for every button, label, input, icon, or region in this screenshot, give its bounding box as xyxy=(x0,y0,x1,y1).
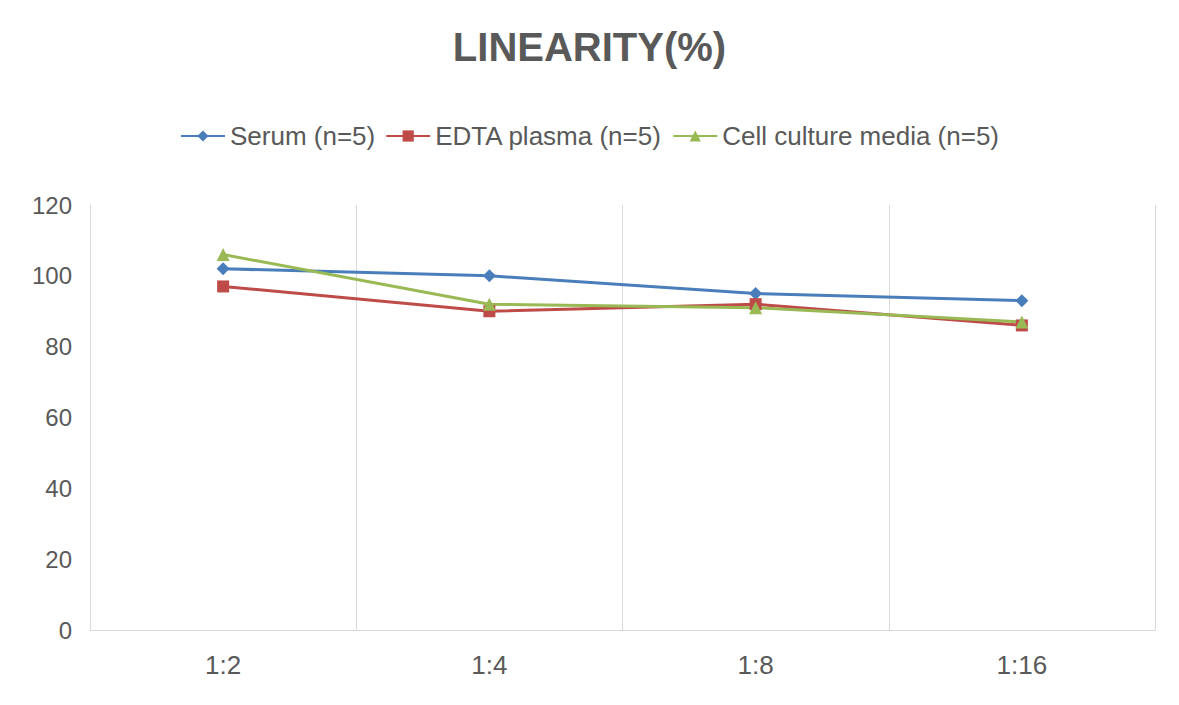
svg-text:80: 80 xyxy=(45,333,72,360)
svg-text:1:4: 1:4 xyxy=(471,650,507,680)
svg-text:60: 60 xyxy=(45,404,72,431)
svg-text:LINEARITY(%): LINEARITY(%) xyxy=(453,25,726,69)
svg-text:1:2: 1:2 xyxy=(205,650,241,680)
svg-text:1:8: 1:8 xyxy=(738,650,774,680)
svg-text:100: 100 xyxy=(32,262,72,289)
svg-text:40: 40 xyxy=(45,475,72,502)
svg-text:120: 120 xyxy=(32,192,72,219)
svg-text:1:16: 1:16 xyxy=(997,650,1048,680)
svg-text:Cell culture media (n=5): Cell culture media (n=5) xyxy=(722,121,999,151)
svg-text:Serum (n=5): Serum (n=5) xyxy=(230,121,375,151)
svg-text:20: 20 xyxy=(45,546,72,573)
svg-text:0: 0 xyxy=(59,617,72,644)
svg-text:EDTA plasma (n=5): EDTA plasma (n=5) xyxy=(435,121,661,151)
